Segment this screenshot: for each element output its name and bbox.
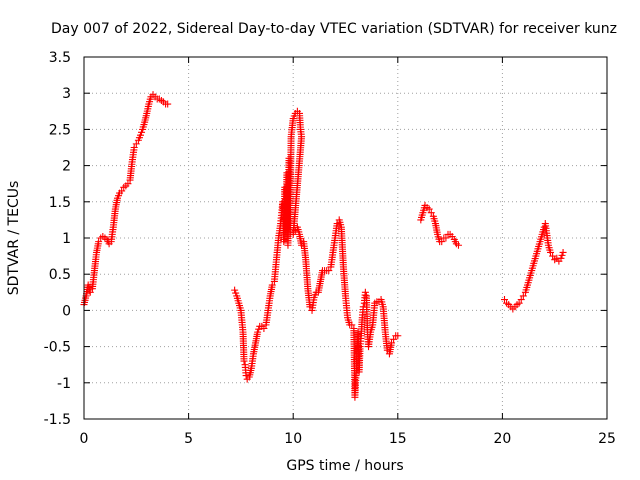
y-axis-label: SDTVAR / TECUs [6,181,22,296]
x-tick-label: 15 [389,431,407,447]
y-tick-label: -1 [57,376,71,392]
x-tick-label: 10 [284,431,302,447]
data-point [558,251,566,259]
data-point [394,332,402,340]
data-point [132,140,140,148]
data-point [559,248,567,256]
data-point [438,238,446,246]
data-point [136,131,144,139]
data-point [454,241,462,249]
x-tick-label: 5 [184,431,193,447]
y-axis-ticks: -1.5 -1 -0.5 0 0.5 1 1.5 2 2.5 3 3.5 [44,50,607,428]
y-tick-label: 1.5 [49,195,71,211]
x-tick-label: 0 [80,431,89,447]
data-point [124,180,132,188]
chart-title: Day 007 of 2022, Sidereal Day-to-day VTE… [51,21,617,37]
y-tick-label: -0.5 [44,340,71,356]
x-axis-label: GPS time / hours [286,458,403,474]
data-point [500,296,508,304]
data-point [289,230,297,238]
data-point [118,187,126,195]
data-point [515,299,523,307]
data-point [255,325,263,333]
data-point [268,281,276,289]
data-point [130,144,138,151]
data-point [164,100,172,108]
data-point [427,209,435,217]
data-point [442,234,450,242]
y-tick-label: 3 [62,86,71,102]
data-point [361,288,369,296]
data-series [80,91,567,401]
y-tick-label: 0 [62,303,71,319]
data-point [95,238,103,246]
data-point [390,335,398,343]
x-tick-label: 25 [598,431,616,447]
data-point [549,252,557,260]
data-point [557,254,565,262]
y-tick-label: 3.5 [49,50,71,66]
data-point [231,286,239,294]
y-tick-label: 2.5 [49,122,71,138]
y-tick-label: 0.5 [49,267,71,283]
data-point [547,248,555,256]
data-point [540,223,548,231]
data-point [240,357,248,365]
y-tick-label: -1.5 [44,412,71,428]
grid-lines [84,57,607,419]
x-tick-label: 20 [493,431,511,447]
y-tick-label: 2 [62,159,71,175]
data-point [254,328,262,336]
data-point [325,267,333,275]
x-axis-ticks: 0 5 10 15 20 25 [80,57,616,447]
data-point [517,296,525,304]
data-point [425,205,433,213]
y-tick-label: 1 [62,231,71,247]
data-point [86,288,94,296]
data-point [232,289,240,297]
data-point [388,339,396,347]
data-point [348,321,356,329]
data-point [519,292,527,300]
data-point [260,325,268,332]
data-point [138,128,146,136]
data-point [242,372,250,380]
